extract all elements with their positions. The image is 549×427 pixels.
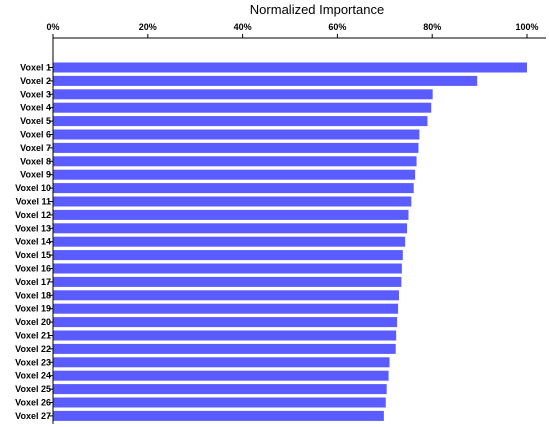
category-label: Voxel 7 [20, 143, 51, 153]
category-label: Voxel 18 [15, 290, 51, 300]
category-label: Voxel 3 [20, 89, 51, 99]
category-label: Voxel 26 [15, 398, 51, 408]
x-axis: 0% 20% 40% 60% 80% 100% [46, 22, 546, 39]
category-label: Voxel 25 [15, 384, 51, 394]
category-label: Voxel 13 [15, 223, 51, 233]
x-tick-label: 80% [423, 22, 441, 32]
bar [53, 317, 398, 328]
bar [53, 223, 408, 234]
bar [53, 75, 478, 86]
bar [53, 410, 384, 421]
category-label: Voxel 6 [20, 130, 51, 140]
bar [53, 209, 409, 220]
bar [53, 62, 527, 73]
y-axis: Voxel 1 Voxel 2 Voxel 3 Voxel 4 Voxel 5 Voxel… [15, 38, 54, 424]
x-tick-label: 20% [139, 22, 157, 32]
category-label: Voxel 27 [15, 411, 51, 421]
category-label: Voxel 16 [15, 264, 51, 274]
bar [53, 250, 403, 261]
category-label: Voxel 4 [20, 103, 51, 113]
x-axis-title: Normalized Importance [250, 2, 384, 17]
category-label: Voxel 10 [15, 183, 51, 193]
category-label: Voxel 15 [15, 250, 51, 260]
category-label: Voxel 14 [15, 237, 51, 247]
category-label: Voxel 22 [15, 344, 51, 354]
bar [53, 156, 417, 167]
category-label: Voxel 8 [20, 156, 51, 166]
category-label: Voxel 12 [15, 210, 51, 220]
bar [53, 102, 432, 113]
category-label: Voxel 2 [20, 76, 51, 86]
x-tick-label: 100% [515, 22, 538, 32]
x-tick-label: 40% [234, 22, 252, 32]
bar [53, 236, 406, 247]
category-label: Voxel 9 [20, 170, 51, 180]
category-label: Voxel 23 [15, 357, 51, 367]
bar [53, 89, 433, 100]
category-label: Voxel 11 [16, 197, 51, 207]
bar [53, 290, 400, 301]
bar-series [53, 62, 527, 421]
category-label: Voxel 5 [20, 116, 51, 126]
bar [53, 370, 389, 381]
bar [53, 263, 402, 274]
category-label: Voxel 21 [15, 331, 51, 341]
bar [53, 196, 412, 207]
category-label: Voxel 1 [20, 63, 51, 73]
category-label: Voxel 24 [15, 371, 51, 381]
x-tick-label: 60% [328, 22, 346, 32]
bar [53, 276, 402, 287]
category-label: Voxel 19 [15, 304, 51, 314]
x-tick-label: 0% [46, 22, 59, 32]
bar [53, 169, 416, 180]
bar [53, 303, 399, 314]
bar [53, 183, 414, 194]
bar [53, 116, 428, 127]
category-label: Voxel 20 [15, 317, 51, 327]
bar [53, 142, 419, 153]
category-label: Voxel 17 [15, 277, 51, 287]
bar [53, 357, 390, 368]
bar [53, 343, 396, 354]
bar [53, 384, 387, 395]
bar [53, 330, 397, 341]
bar [53, 129, 420, 140]
bar [53, 397, 386, 408]
